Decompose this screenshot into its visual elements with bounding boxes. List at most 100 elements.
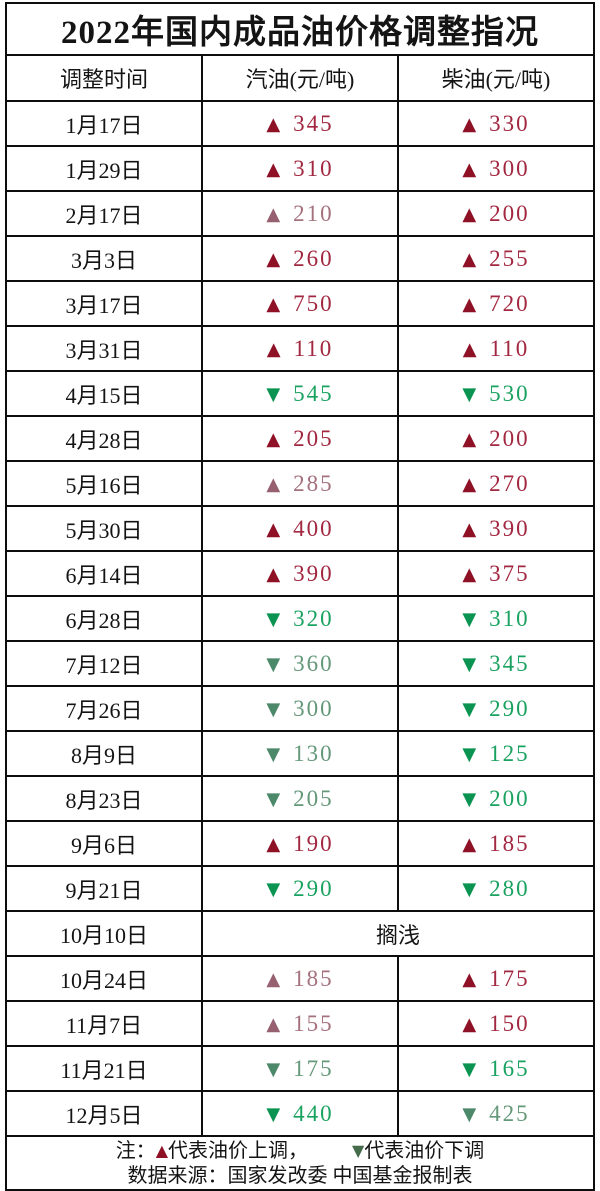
change-value: 545 — [293, 380, 334, 406]
diesel-cell: ▲ 300 — [397, 145, 595, 192]
table-row: 9月6日 ▲ 190 ▲ 185 — [5, 820, 595, 867]
change-value: 255 — [489, 245, 530, 271]
up-triangle-icon: ▲ — [266, 203, 281, 225]
up-triangle-icon: ▲ — [266, 248, 281, 270]
diesel-cell: ▲ 185 — [397, 820, 595, 867]
gasoline-cell: ▼ 320 — [201, 595, 399, 642]
gasoline-cell: ▲ 310 — [201, 145, 399, 192]
change-value: 310 — [489, 605, 530, 631]
table-row: 12月5日 ▼ 440 ▼ 425 — [5, 1090, 595, 1137]
change-value: 345 — [293, 110, 334, 136]
change-value: 110 — [293, 335, 334, 361]
gasoline-cell: ▲ 260 — [201, 235, 399, 282]
diesel-cell: ▲ 200 — [397, 190, 595, 237]
table-row: 1月29日 ▲ 310 ▲ 300 — [5, 145, 595, 192]
down-triangle-icon: ▼ — [266, 878, 281, 900]
up-triangle-icon: ▲ — [266, 158, 281, 180]
down-triangle-icon: ▼ — [266, 1103, 281, 1125]
table-foot: 注：▲代表油价上调， ▼代表油价下调 数据来源：国家发改委 中国基金报制表 — [5, 1135, 595, 1191]
up-triangle-icon: ▲ — [462, 1013, 477, 1035]
gasoline-cell: ▲ 345 — [201, 100, 399, 147]
gasoline-cell: ▲ 190 — [201, 820, 399, 867]
date-cell: 8月9日 — [5, 730, 203, 777]
change-value: 330 — [489, 110, 530, 136]
down-triangle-icon: ▼ — [462, 383, 477, 405]
down-triangle-icon: ▼ — [462, 653, 477, 675]
diesel-cell: ▲ 720 — [397, 280, 595, 327]
up-triangle-icon: ▲ — [462, 293, 477, 315]
date-cell: 7月12日 — [5, 640, 203, 687]
down-triangle-icon: ▼ — [462, 608, 477, 630]
up-triangle-icon: ▲ — [462, 203, 477, 225]
legend-line: 注：▲代表油价上调， ▼代表油价下调 — [7, 1138, 593, 1164]
up-triangle-icon: ▲ — [462, 248, 477, 270]
date-cell: 5月16日 — [5, 460, 203, 507]
down-triangle-icon: ▼ — [462, 1103, 477, 1125]
gasoline-cell: ▼ 440 — [201, 1090, 399, 1137]
down-triangle-icon: ▼ — [266, 698, 281, 720]
change-value: 155 — [293, 1010, 334, 1036]
gasoline-cell: ▲ 285 — [201, 460, 399, 507]
up-triangle-icon: ▲ — [266, 293, 281, 315]
legend-up-text: 代表油价上调， — [168, 1139, 308, 1162]
table-body: 1月17日 ▲ 345 ▲ 330 1月29日 ▲ 310 ▲ 300 2月17日 ▲ 210 ▲ 200 3… — [5, 100, 595, 1137]
date-cell: 6月28日 — [5, 595, 203, 642]
source-line: 数据来源：国家发改委 中国基金报制表 — [127, 1164, 473, 1187]
up-triangle-icon: ▲ — [266, 1013, 281, 1035]
gasoline-cell: ▲ 400 — [201, 505, 399, 552]
up-triangle-icon: ▲ — [266, 428, 281, 450]
diesel-cell: ▲ 200 — [397, 415, 595, 462]
up-triangle-icon: ▲ — [266, 518, 281, 540]
header-row: 调整时间 汽油(元/吨) 柴油(元/吨) — [5, 54, 595, 102]
date-cell: 6月14日 — [5, 550, 203, 597]
table-row: 7月26日 ▼ 300 ▼ 290 — [5, 685, 595, 732]
table-row: 8月23日 ▼ 205 ▼ 200 — [5, 775, 595, 822]
down-triangle-icon: ▼ — [266, 653, 281, 675]
gasoline-cell: ▼ 290 — [201, 865, 399, 912]
change-value: 290 — [489, 695, 530, 721]
gasoline-cell: ▼ 205 — [201, 775, 399, 822]
diesel-cell: ▲ 150 — [397, 1000, 595, 1047]
change-value: 285 — [293, 470, 334, 496]
date-cell: 2月17日 — [5, 190, 203, 237]
date-cell: 10月24日 — [5, 955, 203, 1002]
date-cell: 7月26日 — [5, 685, 203, 732]
diesel-cell: ▲ 175 — [397, 955, 595, 1002]
table-row: 9月21日 ▼ 290 ▼ 280 — [5, 865, 595, 912]
date-cell: 8月23日 — [5, 775, 203, 822]
date-cell: 9月6日 — [5, 820, 203, 867]
down-triangle-icon: ▼ — [266, 608, 281, 630]
up-triangle-icon: ▲ — [266, 338, 281, 360]
change-value: 260 — [293, 245, 334, 271]
date-cell: 12月5日 — [5, 1090, 203, 1137]
up-triangle-icon: ▲ — [266, 113, 281, 135]
diesel-cell: ▼ 310 — [397, 595, 595, 642]
gasoline-cell: ▲ 210 — [201, 190, 399, 237]
up-triangle-icon: ▲ — [266, 473, 281, 495]
change-value: 290 — [293, 875, 334, 901]
footnote-cell: 注：▲代表油价上调， ▼代表油价下调 数据来源：国家发改委 中国基金报制表 — [5, 1135, 595, 1191]
date-cell: 3月3日 — [5, 235, 203, 282]
change-value: 345 — [489, 650, 530, 676]
change-value: 440 — [293, 1100, 334, 1126]
change-value: 130 — [293, 740, 334, 766]
up-triangle-icon: ▲ — [462, 968, 477, 990]
gasoline-cell: ▼ 360 — [201, 640, 399, 687]
change-value: 175 — [489, 965, 530, 991]
gasoline-cell: ▲ 390 — [201, 550, 399, 597]
table-row: 10月24日 ▲ 185 ▲ 175 — [5, 955, 595, 1002]
up-triangle-icon: ▲ — [462, 428, 477, 450]
down-triangle-icon: ▼ — [462, 878, 477, 900]
legend-down-text: 代表油价下调 — [364, 1139, 485, 1162]
change-value: 185 — [489, 830, 530, 856]
table-row: 3月17日 ▲ 750 ▲ 720 — [5, 280, 595, 327]
up-triangle-icon: ▲ — [266, 563, 281, 585]
table-row: 5月16日 ▲ 285 ▲ 270 — [5, 460, 595, 507]
note-prefix: 注： — [115, 1139, 156, 1162]
up-triangle-icon: ▲ — [462, 473, 477, 495]
table-head: 2022年国内成品油价格调整指况 调整时间 汽油(元/吨) 柴油(元/吨) — [5, 2, 595, 102]
diesel-cell: ▼ 280 — [397, 865, 595, 912]
change-value: 390 — [293, 560, 334, 586]
date-cell: 11月21日 — [5, 1045, 203, 1092]
table-row: 7月12日 ▼ 360 ▼ 345 — [5, 640, 595, 687]
